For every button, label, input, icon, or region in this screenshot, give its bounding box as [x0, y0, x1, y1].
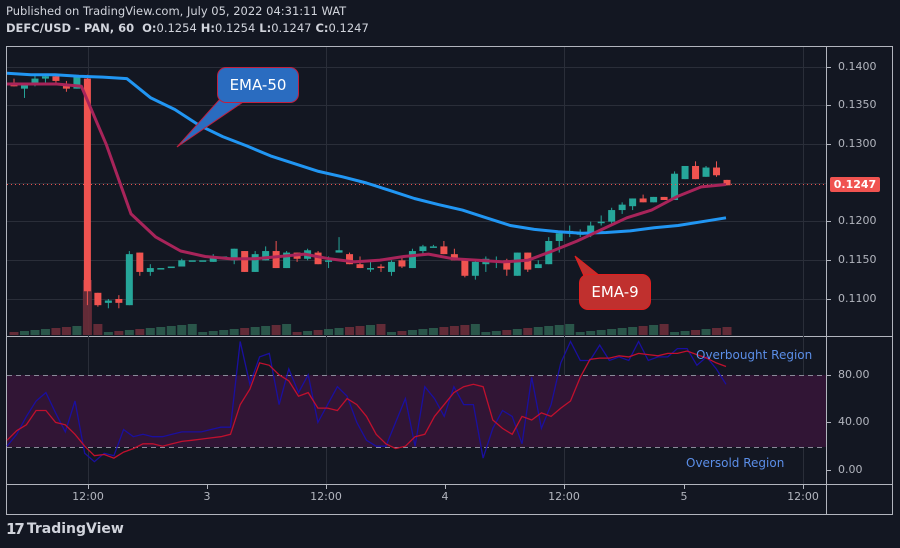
- ema9-callout-pointer: [574, 255, 602, 277]
- tradingview-logo[interactable]: 17 TradingView: [6, 520, 124, 538]
- price-tick-3: 0.1200: [838, 214, 877, 227]
- published-info: Published on TradingView.com, July 05, 2…: [6, 4, 347, 18]
- open-label: O:: [142, 21, 157, 35]
- ema9-callout: EMA-9: [579, 274, 651, 310]
- rsi-tick-40: 40.00: [838, 415, 870, 428]
- time-tick-5: 5: [680, 490, 688, 503]
- last-price-tag: 0.1247: [830, 177, 880, 192]
- ema50-callout: EMA-50: [217, 67, 299, 103]
- time-tick-0: 12:00: [72, 490, 104, 503]
- tradingview-mark-icon: 17: [6, 520, 25, 538]
- price-tick-4: 0.1150: [838, 253, 877, 266]
- price-tick-0: 0.1400: [838, 60, 877, 73]
- panel-frames: [6, 46, 893, 515]
- rsi-signal-line: [6, 350, 727, 459]
- time-tick-2: 12:00: [310, 490, 342, 503]
- time-tick-3: 4: [441, 490, 449, 503]
- price-axis-ticks: [826, 67, 831, 471]
- brand-name: TradingView: [26, 521, 124, 537]
- symbol-ohlc: DEFC/USD - PAN, 60 O:0.1254 H:0.1254 L:0…: [6, 21, 369, 35]
- ema9-line: [7, 82, 727, 264]
- low-value: 0.1247: [271, 21, 312, 35]
- open-value: 0.1254: [156, 21, 197, 35]
- symbol-label: DEFC/USD - PAN, 60: [6, 21, 135, 35]
- rsi-tick-0: 0.00: [838, 463, 863, 476]
- time-axis-ticks: [88, 484, 804, 489]
- close-value: 0.1247: [328, 21, 369, 35]
- price-tick-2: 0.1300: [838, 137, 877, 150]
- close-label: C:: [315, 21, 329, 35]
- time-tick-6: 12:00: [787, 490, 819, 503]
- oversold-label: Oversold Region: [686, 456, 785, 470]
- ema50-line: [6, 71, 727, 235]
- high-value: 0.1254: [215, 21, 256, 35]
- price-tick-1: 0.1350: [838, 98, 877, 111]
- rsi-line: [6, 340, 727, 463]
- volume-bars: [9, 280, 732, 335]
- low-label: L:: [259, 21, 272, 35]
- time-tick-1: 3: [203, 490, 211, 503]
- overbought-label: Overbought Region: [696, 348, 813, 362]
- price-tick-5: 0.1100: [838, 292, 877, 305]
- rsi-tick-80: 80.00: [838, 368, 870, 381]
- time-tick-4: 12:00: [548, 490, 580, 503]
- high-label: H:: [200, 21, 216, 35]
